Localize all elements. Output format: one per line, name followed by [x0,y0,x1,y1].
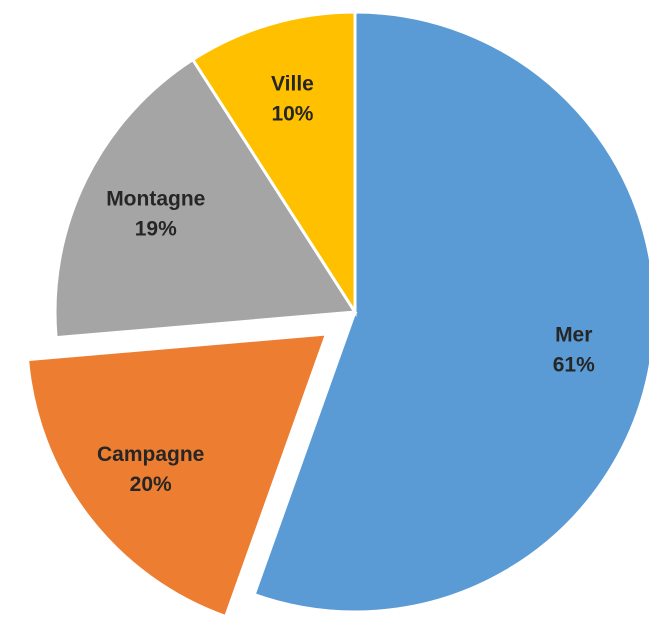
slice-value-label: 20% [130,473,172,496]
slice-label: Campagne [97,443,204,466]
slice-label: Mer [555,323,592,346]
pie-slice [190,10,357,318]
slice-value-label: 19% [135,218,177,241]
pie-slice [53,57,358,340]
slice-value-label: 61% [553,353,595,376]
pie-slice [252,10,649,614]
slice-label: Ville [271,73,314,96]
slice-value-label: 10% [271,103,313,126]
slice-label: Montagne [106,188,205,211]
pie-slice [25,332,329,619]
